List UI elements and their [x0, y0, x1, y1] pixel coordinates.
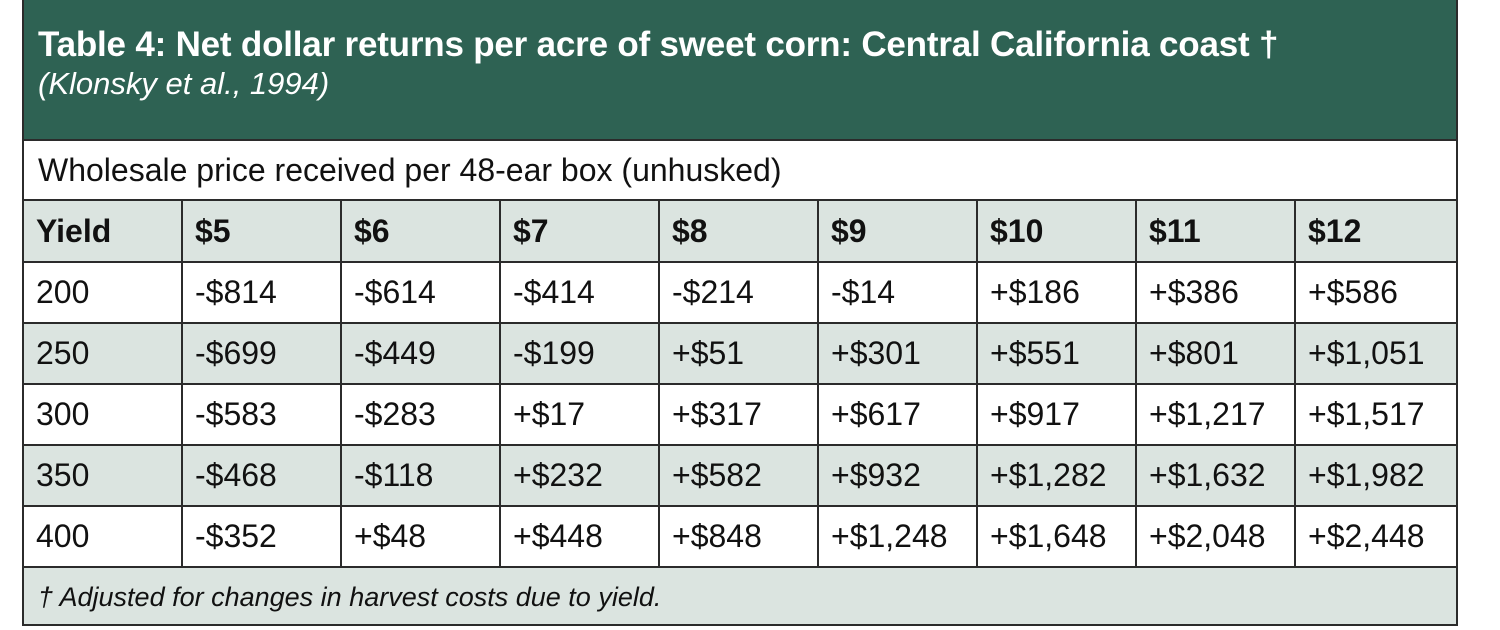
return-cell: +$1,648: [977, 506, 1137, 568]
column-header-price: $10: [977, 201, 1137, 263]
return-cell: +$582: [659, 445, 819, 507]
return-cell: +$317: [659, 384, 819, 446]
return-cell: +$586: [1295, 262, 1456, 324]
return-cell: -$414: [500, 262, 660, 324]
return-cell: +$51: [659, 323, 819, 385]
table-row: 350 -$468 -$118 +$232 +$582 +$932 +$1,28…: [24, 445, 1456, 507]
return-cell: +$932: [818, 445, 978, 507]
return-cell: +$17: [500, 384, 660, 446]
return-cell: +$1,217: [1136, 384, 1296, 446]
yield-cell: 250: [24, 323, 183, 385]
table-title: Table 4: Net dollar returns per acre of …: [38, 25, 1279, 64]
return-cell: +$186: [977, 262, 1137, 324]
return-cell: -$814: [182, 262, 342, 324]
return-cell: +$48: [341, 506, 501, 568]
return-cell: -$468: [182, 445, 342, 507]
return-cell: +$2,048: [1136, 506, 1296, 568]
header-row: Yield $5 $6 $7 $8 $9 $10 $11 $12: [24, 201, 1456, 263]
column-header-price: $6: [341, 201, 501, 263]
column-header-price: $7: [500, 201, 660, 263]
column-header-price: $11: [1136, 201, 1296, 263]
table-header: Table 4: Net dollar returns per acre of …: [24, 0, 1456, 141]
return-cell: -$614: [341, 262, 501, 324]
return-cell: +$1,982: [1295, 445, 1456, 507]
table-figure: Table 4: Net dollar returns per acre of …: [22, 0, 1458, 626]
table-caption: Wholesale price received per 48-ear box …: [24, 141, 1456, 201]
table-row: 250 -$699 -$449 -$199 +$51 +$301 +$551 +…: [24, 323, 1456, 385]
return-cell: -$449: [341, 323, 501, 385]
return-cell: +$2,448: [1295, 506, 1456, 568]
yield-cell: 200: [24, 262, 183, 324]
table-footnote: † Adjusted for changes in harvest costs …: [24, 568, 1456, 624]
yield-cell: 300: [24, 384, 183, 446]
return-cell: -$699: [182, 323, 342, 385]
return-cell: -$199: [500, 323, 660, 385]
table-row: 400 -$352 +$48 +$448 +$848 +$1,248 +$1,6…: [24, 506, 1456, 568]
column-header-price: $8: [659, 201, 819, 263]
return-cell: -$583: [182, 384, 342, 446]
column-header-yield: Yield: [24, 201, 183, 263]
return-cell: +$1,282: [977, 445, 1137, 507]
column-header-price: $5: [182, 201, 342, 263]
table-row: 300 -$583 -$283 +$17 +$317 +$617 +$917 +…: [24, 384, 1456, 446]
return-cell: +$1,248: [818, 506, 978, 568]
return-cell: +$1,517: [1295, 384, 1456, 446]
table-subtitle: (Klonsky et al., 1994): [38, 66, 330, 101]
return-cell: +$301: [818, 323, 978, 385]
return-cell: -$118: [341, 445, 501, 507]
return-cell: +$1,632: [1136, 445, 1296, 507]
return-cell: -$14: [818, 262, 978, 324]
return-cell: +$801: [1136, 323, 1296, 385]
yield-cell: 350: [24, 445, 183, 507]
table-row: 200 -$814 -$614 -$414 -$214 -$14 +$186 +…: [24, 262, 1456, 324]
return-cell: +$917: [977, 384, 1137, 446]
yield-cell: 400: [24, 506, 183, 568]
return-cell: -$214: [659, 262, 819, 324]
return-cell: +$848: [659, 506, 819, 568]
return-cell: +$448: [500, 506, 660, 568]
return-cell: +$232: [500, 445, 660, 507]
return-cell: -$352: [182, 506, 342, 568]
return-cell: +$1,051: [1295, 323, 1456, 385]
column-header-price: $9: [818, 201, 978, 263]
return-cell: +$617: [818, 384, 978, 446]
column-header-price: $12: [1295, 201, 1456, 263]
return-cell: +$551: [977, 323, 1137, 385]
return-cell: +$386: [1136, 262, 1296, 324]
return-cell: -$283: [341, 384, 501, 446]
returns-table: Yield $5 $6 $7 $8 $9 $10 $11 $12 200 -$8…: [24, 201, 1456, 568]
